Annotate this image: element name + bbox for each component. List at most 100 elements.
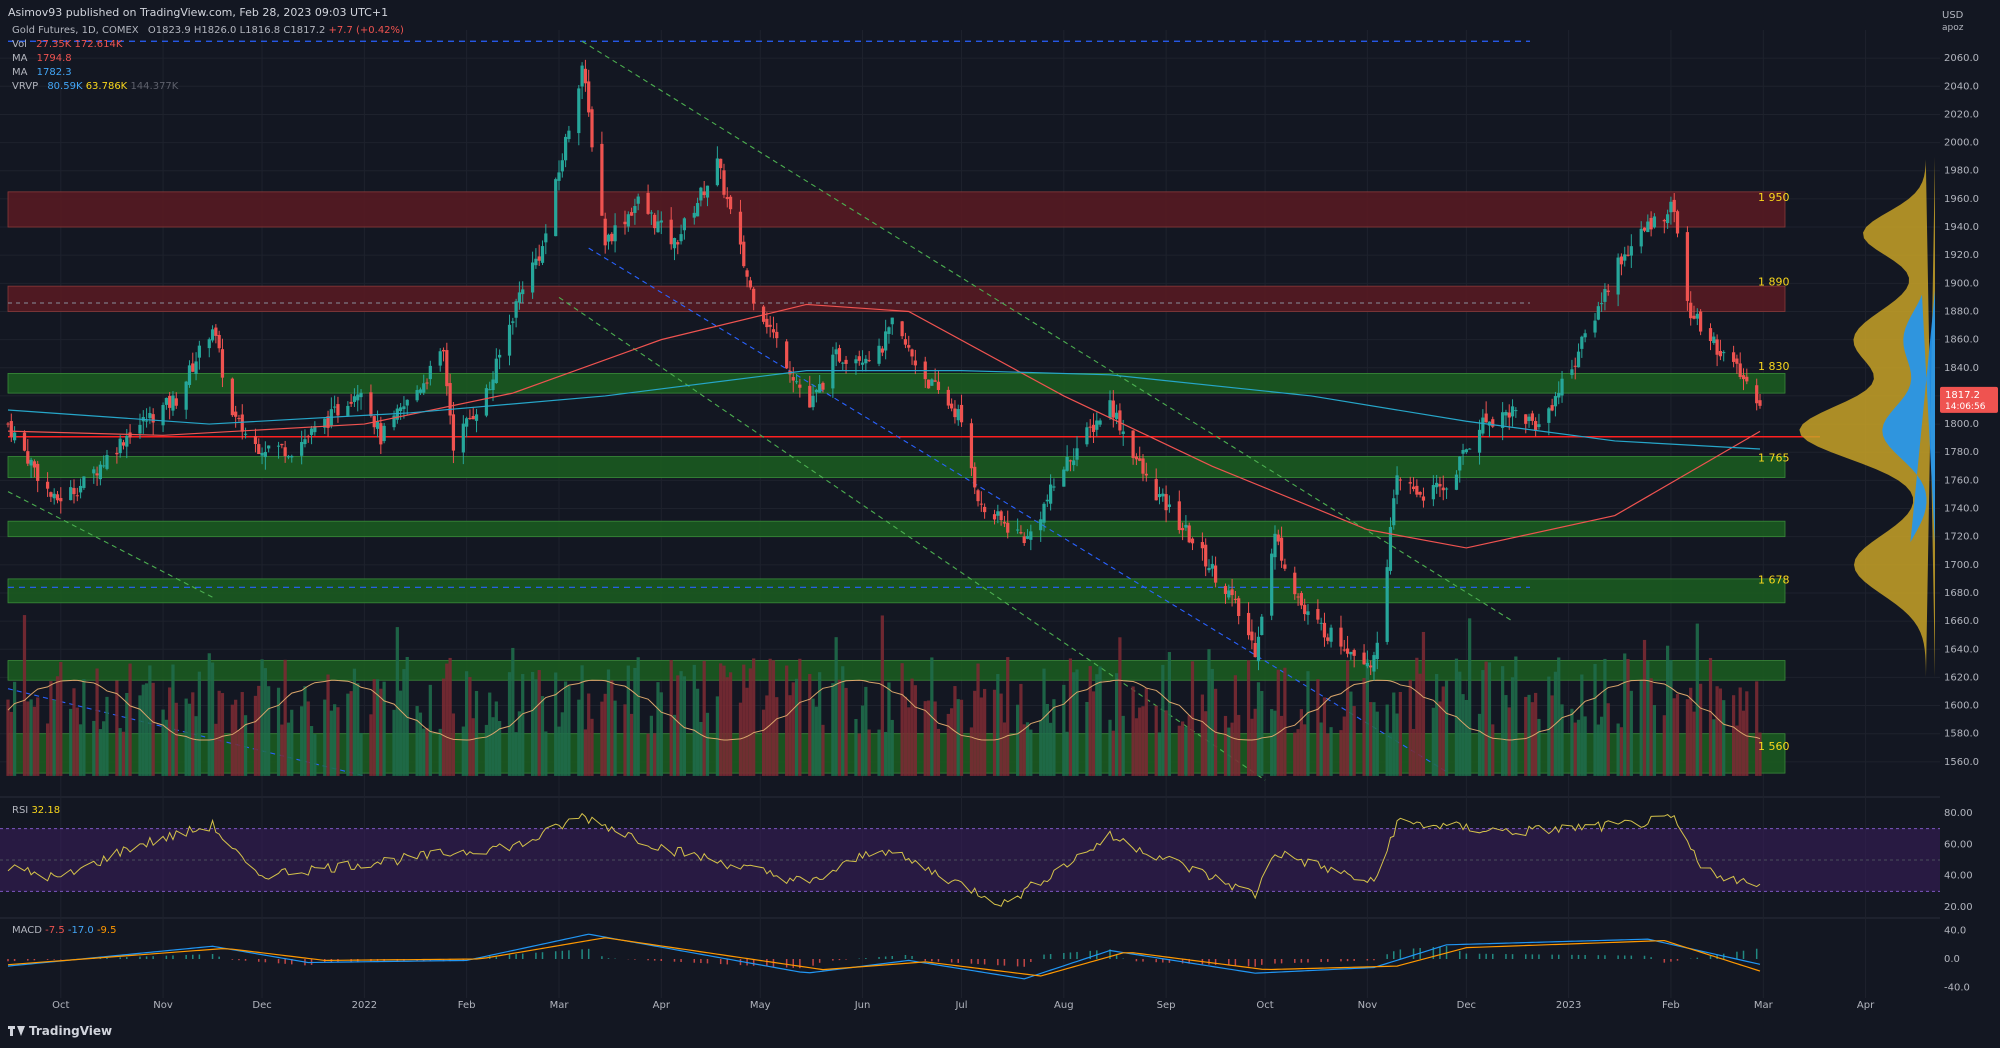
candle-body	[1039, 519, 1043, 531]
price-tick: 1640.0	[1944, 644, 1979, 655]
candle-body	[498, 354, 502, 358]
macd-pane[interactable]	[7, 933, 1761, 980]
candle-body	[1669, 201, 1673, 213]
candle-body	[1167, 504, 1172, 507]
symbol-name[interactable]: Gold Futures, 1D, COMEX	[12, 25, 139, 36]
volume-bar	[237, 730, 241, 776]
candle-body	[903, 339, 908, 345]
tradingview-logo[interactable]: TradingView	[8, 1024, 112, 1038]
candle-body	[1722, 352, 1726, 354]
volume-bar	[1491, 724, 1495, 776]
time-tick: 2023	[1556, 1000, 1581, 1011]
candle-body	[171, 395, 175, 411]
vrvp-row[interactable]: VRVP 80.59K 63.786K 144.377K	[12, 80, 404, 94]
candle-body	[1250, 631, 1254, 641]
volume-bar	[1415, 657, 1419, 776]
candle-body	[669, 219, 673, 245]
volume-bar	[382, 681, 386, 776]
candle-body	[214, 327, 218, 336]
candle-body	[144, 420, 149, 422]
time-axis[interactable]: Oct Nov Dec 2022 Feb Mar Apr May Jun Jul Aug Sep Oct…	[52, 1000, 1875, 1011]
volume-bar	[253, 695, 258, 776]
volume-bar	[1481, 670, 1485, 776]
candle-body	[474, 414, 479, 421]
volume-bar	[511, 647, 515, 776]
candle-body	[1550, 405, 1554, 411]
candle-body	[603, 218, 607, 246]
vrvp-value-2: 63.786K	[85, 81, 128, 92]
volume-bar	[1134, 718, 1139, 776]
volume-bar	[498, 721, 502, 776]
candle-body	[695, 203, 700, 217]
volume-bar	[1029, 729, 1033, 776]
volume-bar	[1006, 657, 1010, 776]
candle-body	[1072, 460, 1076, 466]
candle-body	[1408, 482, 1412, 484]
candle-body	[263, 451, 267, 458]
candle-body	[1273, 533, 1277, 558]
candle-body	[336, 404, 340, 416]
candle-body	[979, 503, 983, 505]
ma1-row[interactable]: MA 1794.8	[12, 52, 404, 66]
volume-bar	[115, 680, 119, 776]
candle-body	[857, 356, 861, 361]
volume-bar	[1157, 732, 1162, 776]
candle-body	[1016, 529, 1020, 531]
volume-bar	[22, 615, 27, 776]
volume-bar	[679, 671, 683, 776]
rsi-legend[interactable]: RSI 32.18	[12, 805, 60, 816]
volume-bar	[1715, 686, 1719, 776]
volume-bar	[603, 693, 607, 776]
volume-bar	[722, 665, 726, 776]
candle-body	[6, 423, 10, 425]
candle-body	[1547, 408, 1551, 423]
volume-bar	[359, 732, 363, 776]
volume-bar	[55, 676, 60, 776]
candle-body	[1619, 256, 1624, 265]
ma2-row[interactable]: MA 1782.3	[12, 66, 404, 80]
candle-body	[854, 359, 858, 364]
volume-bar	[540, 696, 545, 776]
volume-bar	[243, 715, 248, 776]
candle-body	[1227, 590, 1231, 598]
candle-body	[326, 416, 330, 428]
volume-bar	[465, 671, 469, 776]
candle-body	[102, 465, 106, 467]
volume-bar	[672, 714, 677, 776]
volume-bar	[530, 671, 535, 776]
candle-body	[950, 403, 954, 409]
candle-body	[837, 348, 842, 362]
candle-body	[1161, 493, 1165, 497]
candle-body	[1349, 651, 1353, 655]
volume-bar	[1164, 710, 1168, 776]
macd-legend[interactable]: MACD -7.5 -17.0 -9.5	[12, 925, 116, 936]
candle-body	[468, 417, 472, 419]
volume-bar	[1755, 681, 1759, 776]
volume-bar	[257, 685, 261, 776]
candle-body	[1108, 400, 1112, 418]
rsi-pane[interactable]	[0, 812, 1940, 907]
candle-body	[1712, 336, 1716, 343]
volume-bar	[1649, 678, 1653, 776]
volume-bar	[1510, 677, 1515, 776]
candle-body	[1593, 320, 1597, 333]
volume-bar	[1547, 676, 1551, 776]
candle-body	[959, 404, 964, 423]
candle-body	[1293, 572, 1297, 595]
volume-bar	[174, 702, 178, 776]
vol-row[interactable]: Vol 27.35K 172.614K	[12, 38, 404, 52]
symbol-row[interactable]: Gold Futures, 1D, COMEX O1823.9 H1826.0 …	[12, 24, 404, 38]
volume-bar	[445, 663, 449, 776]
price-axis[interactable]: 1560.0 1580.0 1600.0 1620.0 1640.0 1660.0 1680…	[1940, 10, 1998, 768]
volume-bar	[1626, 659, 1630, 776]
candle-body	[577, 88, 581, 134]
candle-body	[973, 466, 977, 488]
volume-bar	[1580, 674, 1584, 776]
macd-tick: 40.0	[1944, 926, 1966, 937]
candle-body	[1600, 303, 1604, 305]
candle-body	[1484, 413, 1488, 423]
indicator-axes: 80.00 60.00 40.00 20.00 40.0 0.0 -40.0	[1944, 808, 1973, 994]
volume-bar	[1741, 710, 1746, 776]
